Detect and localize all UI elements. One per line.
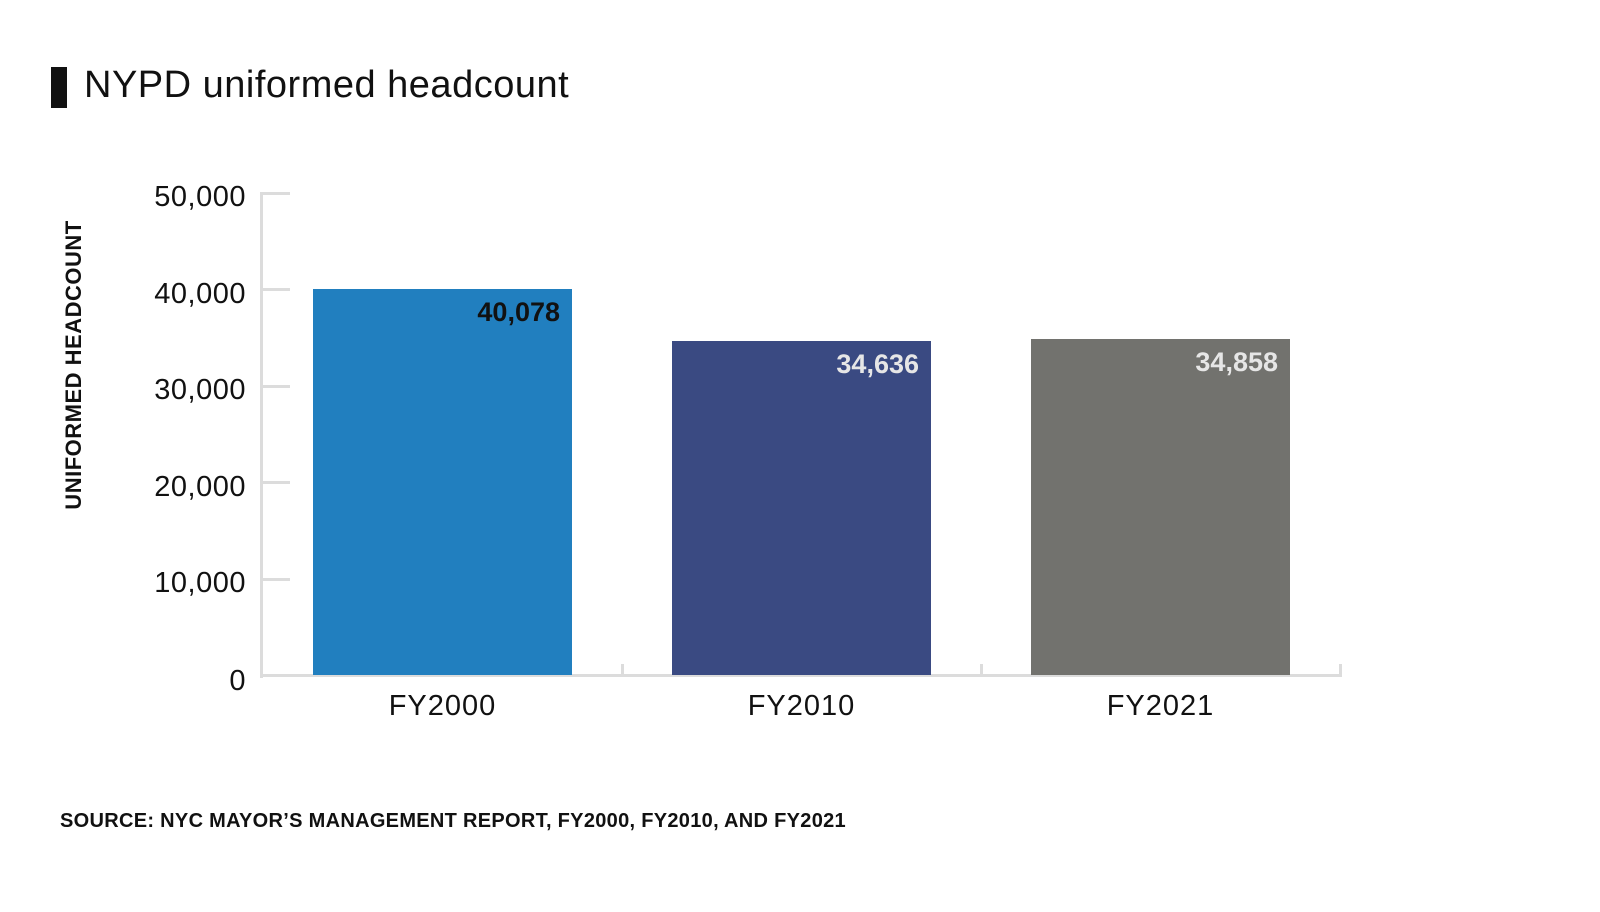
x-category-label: FY2000 <box>388 690 497 722</box>
x-category-label: FY2010 <box>747 690 856 722</box>
y-tick-label: 0 <box>229 665 246 697</box>
y-tick-label: 30,000 <box>154 374 246 406</box>
y-tick-label: 50,000 <box>154 181 246 213</box>
bar-value-label: 34,858 <box>1195 347 1278 377</box>
y-tick-0 <box>260 674 290 677</box>
bar-value-label: 40,078 <box>477 297 560 327</box>
x-tick <box>621 664 624 676</box>
y-tick-label: 40,000 <box>154 278 246 310</box>
bar-fy2010: 34,636 <box>672 341 931 675</box>
x-tick <box>1339 664 1342 676</box>
x-tick <box>980 664 983 676</box>
y-tick-50000 <box>260 192 290 195</box>
bar-fy2000: 40,078 <box>313 289 572 675</box>
source-note: SOURCE: NYC MAYOR’S MANAGEMENT REPORT, F… <box>60 810 846 832</box>
chart-title: NYPD uniformed headcount <box>84 64 570 106</box>
y-tick-label: 10,000 <box>154 567 246 599</box>
y-tick-label: 20,000 <box>154 471 246 503</box>
y-tick-10000 <box>260 578 290 581</box>
x-category-label: FY2021 <box>1106 690 1215 722</box>
title-accent-bar <box>51 67 67 108</box>
y-tick-20000 <box>260 481 290 484</box>
y-tick-40000 <box>260 288 290 291</box>
y-axis-line <box>260 192 263 678</box>
y-tick-30000 <box>260 385 290 388</box>
bar-value-label: 34,636 <box>836 349 919 379</box>
bar-fy2021: 34,858 <box>1031 339 1290 675</box>
x-axis-line <box>260 674 1342 677</box>
